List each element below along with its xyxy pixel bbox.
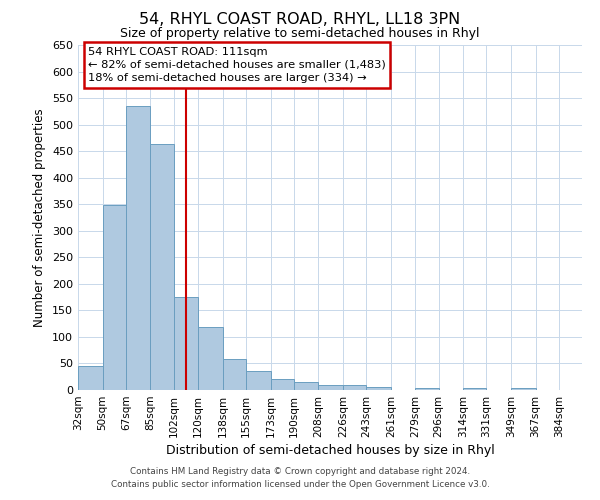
Text: Contains HM Land Registry data © Crown copyright and database right 2024.
Contai: Contains HM Land Registry data © Crown c… [110, 468, 490, 489]
Text: 54 RHYL COAST ROAD: 111sqm
← 82% of semi-detached houses are smaller (1,483)
18%: 54 RHYL COAST ROAD: 111sqm ← 82% of semi… [88, 46, 386, 83]
Bar [343, 384, 366, 390]
Bar [271, 380, 294, 390]
Bar [415, 388, 439, 390]
Bar [511, 388, 536, 390]
Bar [319, 384, 343, 390]
Bar [223, 359, 246, 390]
Bar [198, 328, 223, 390]
Bar [463, 388, 487, 390]
Text: 54, RHYL COAST ROAD, RHYL, LL18 3PN: 54, RHYL COAST ROAD, RHYL, LL18 3PN [139, 12, 461, 28]
Bar [294, 382, 319, 390]
Bar [126, 106, 151, 390]
Bar [246, 372, 271, 390]
Bar [103, 206, 126, 390]
Text: Size of property relative to semi-detached houses in Rhyl: Size of property relative to semi-detach… [120, 28, 480, 40]
Bar [366, 388, 391, 390]
Bar [151, 144, 173, 390]
Bar [78, 366, 103, 390]
Y-axis label: Number of semi-detached properties: Number of semi-detached properties [34, 108, 46, 327]
X-axis label: Distribution of semi-detached houses by size in Rhyl: Distribution of semi-detached houses by … [166, 444, 494, 457]
Bar [173, 296, 198, 390]
